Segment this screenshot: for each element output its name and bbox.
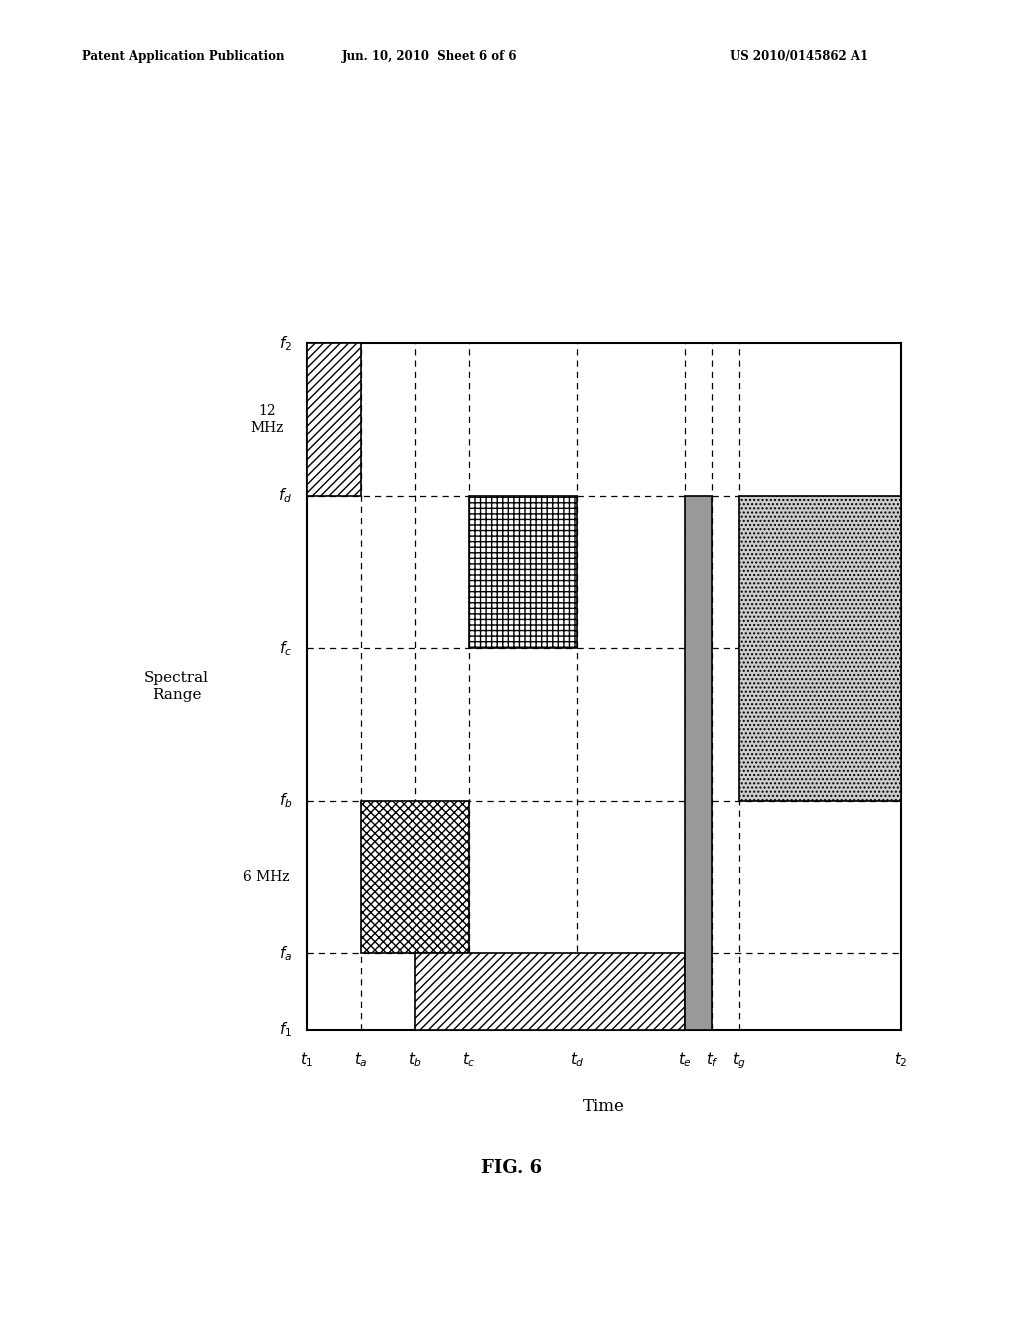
Bar <box>307 343 361 496</box>
Text: Patent Application Publication: Patent Application Publication <box>82 50 285 63</box>
Text: $f_2$: $f_2$ <box>280 334 293 352</box>
Text: $f_b$: $f_b$ <box>279 792 293 810</box>
Text: Spectral
Range: Spectral Range <box>144 672 209 701</box>
Text: $t_f$: $t_f$ <box>706 1051 719 1069</box>
Text: $t_e$: $t_e$ <box>678 1051 692 1069</box>
Text: $t_g$: $t_g$ <box>732 1051 746 1071</box>
Bar <box>739 496 901 801</box>
Text: US 2010/0145862 A1: US 2010/0145862 A1 <box>730 50 867 63</box>
Bar <box>361 801 469 953</box>
Text: $f_1$: $f_1$ <box>280 1020 293 1039</box>
Text: $t_2$: $t_2$ <box>894 1051 908 1069</box>
Bar <box>415 953 685 1030</box>
Text: 12
MHz: 12 MHz <box>250 404 284 434</box>
Text: Time: Time <box>584 1098 625 1115</box>
Bar <box>685 496 712 1030</box>
Text: $f_c$: $f_c$ <box>280 639 293 657</box>
Text: FIG. 6: FIG. 6 <box>481 1159 543 1177</box>
Text: $t_c$: $t_c$ <box>463 1051 476 1069</box>
Text: $t_d$: $t_d$ <box>569 1051 585 1069</box>
Text: $t_b$: $t_b$ <box>409 1051 422 1069</box>
Text: $f_d$: $f_d$ <box>279 486 293 506</box>
Text: 6 MHz: 6 MHz <box>244 870 290 884</box>
Bar <box>469 496 578 648</box>
Text: $t_1$: $t_1$ <box>300 1051 314 1069</box>
Text: Jun. 10, 2010  Sheet 6 of 6: Jun. 10, 2010 Sheet 6 of 6 <box>342 50 518 63</box>
Text: $t_a$: $t_a$ <box>354 1051 368 1069</box>
Text: $f_a$: $f_a$ <box>280 944 293 962</box>
